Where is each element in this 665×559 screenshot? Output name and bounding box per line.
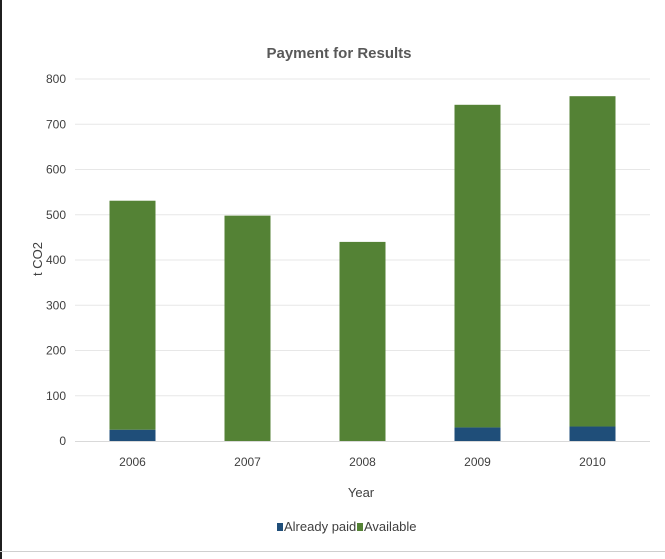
x-tick-label: 2006 — [119, 455, 146, 469]
x-tick-label: 2008 — [349, 455, 376, 469]
legend: Already paid Available — [277, 519, 417, 534]
bar-already-paid-2010 — [569, 426, 616, 441]
bar-available-2006 — [109, 200, 156, 430]
bar-available-2010 — [569, 96, 616, 427]
x-tick-label: 2010 — [579, 455, 606, 469]
chart-title: Payment for Results — [266, 45, 411, 62]
legend-swatch-available — [357, 523, 363, 531]
bar-already-paid-2009 — [454, 427, 501, 441]
x-axis-label: Year — [348, 485, 375, 500]
x-tick-label: 2009 — [464, 455, 491, 469]
bar-available-2008 — [339, 241, 386, 441]
y-tick-label: 0 — [59, 434, 66, 448]
bar-available-2007 — [224, 215, 271, 441]
legend-label: Already paid — [284, 519, 356, 534]
legend-label: Available — [364, 519, 417, 534]
x-axis-ticks: 2006 2007 2008 2009 2010 — [119, 455, 606, 469]
y-tick-label: 400 — [46, 253, 66, 267]
y-axis-ticks: 0 100 200 300 400 500 600 700 800 — [46, 72, 66, 448]
y-tick-label: 800 — [46, 72, 66, 86]
window-bottom-border — [0, 551, 665, 552]
window-left-border — [0, 0, 2, 559]
bar-already-paid-2006 — [109, 429, 156, 441]
y-tick-label: 200 — [46, 344, 66, 358]
x-tick-label: 2007 — [234, 455, 261, 469]
y-tick-label: 700 — [46, 117, 66, 131]
y-tick-label: 600 — [46, 163, 66, 177]
legend-swatch-already-paid — [277, 523, 283, 531]
bar-available-2009 — [454, 104, 501, 428]
y-tick-label: 500 — [46, 208, 66, 222]
y-tick-label: 300 — [46, 298, 66, 312]
bars — [109, 96, 616, 441]
y-axis-label: t CO2 — [30, 242, 45, 276]
y-tick-label: 100 — [46, 389, 66, 403]
